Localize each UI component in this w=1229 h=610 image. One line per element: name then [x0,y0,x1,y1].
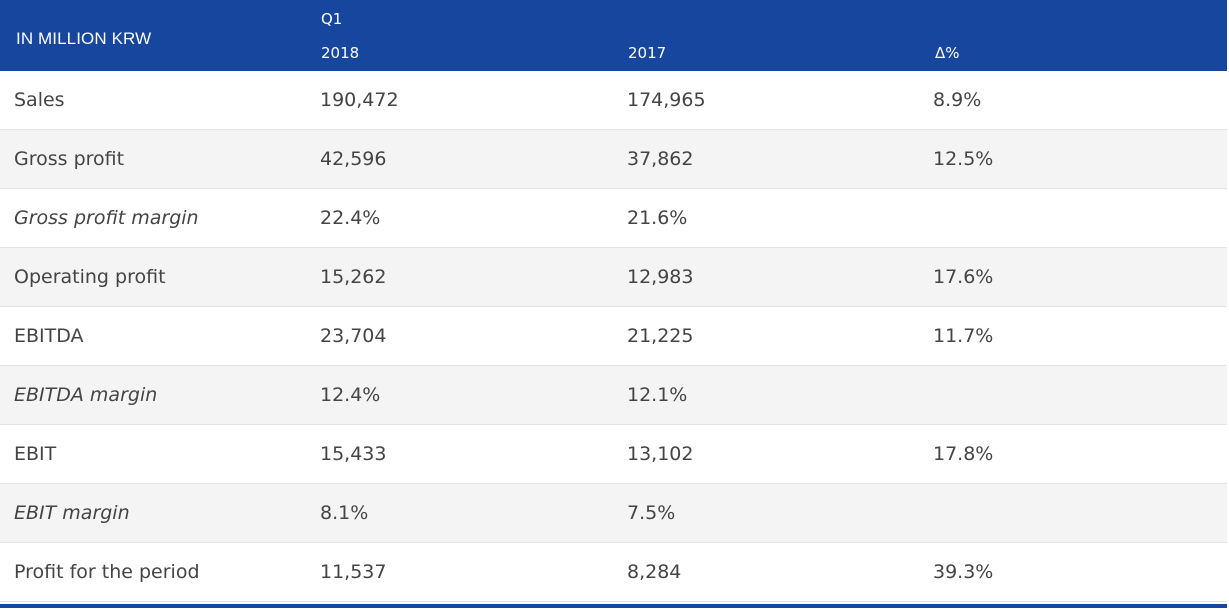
cell-2017: 37,862 [627,148,694,170]
row-label: Sales [14,89,65,111]
cell-2018: 8.1% [320,502,369,524]
row-label: EBITDA [14,325,84,347]
cell-2018: 11,537 [320,561,387,583]
cell-2018: 15,262 [320,266,387,288]
cell-2018: 23,704 [320,325,387,347]
cell-2017: 13,102 [627,443,694,465]
cell-2018: 22.4% [320,207,381,229]
table-row: EBIT 15,433 13,102 17.8% [0,425,1227,484]
header-col-2017: 2017 [628,44,667,62]
cell-2017: 21,225 [627,325,694,347]
header-unit-label: IN MILLION KRW [16,29,152,48]
cell-2018: 12.4% [320,384,381,406]
cell-2017: 8,284 [627,561,682,583]
cell-2018: 15,433 [320,443,387,465]
table-row: EBIT margin 8.1% 7.5% [0,484,1227,543]
cell-2017: 7.5% [627,502,676,524]
row-label: Gross profit [14,148,125,170]
cell-delta: 39.3% [933,561,994,583]
table-row: EBITDA margin 12.4% 12.1% [0,366,1227,425]
cell-2017: 12.1% [627,384,688,406]
table-row: Gross profit 42,596 37,862 12.5% [0,130,1227,189]
table-row: Sales 190,472 174,965 8.9% [0,71,1227,130]
row-label: Profit for the period [14,561,200,583]
cell-delta: 17.8% [933,443,994,465]
header-period: Q1 [321,10,343,28]
table-row: Gross profit margin 22.4% 21.6% [0,189,1227,248]
cell-delta: 8.9% [933,89,982,111]
cell-delta: 17.6% [933,266,994,288]
row-label: Operating profit [14,266,166,288]
table-body: Sales 190,472 174,965 8.9% Gross profit … [0,71,1227,602]
cell-delta: 12.5% [933,148,994,170]
table-row: Profit for the period 11,537 8,284 39.3% [0,543,1227,602]
table-row: Operating profit 15,262 12,983 17.6% [0,248,1227,307]
row-label: EBITDA margin [14,384,158,406]
row-label: Gross profit margin [14,207,199,229]
cell-2018: 190,472 [320,89,399,111]
header-col-2018: 2018 [321,44,360,62]
cell-2017: 21.6% [627,207,688,229]
cell-2017: 174,965 [627,89,706,111]
header-col-delta: Δ% [935,44,960,62]
cell-2018: 42,596 [320,148,387,170]
row-label: EBIT [14,443,57,465]
table-row: EBITDA 23,704 21,225 11.7% [0,307,1227,366]
cell-delta: 11.7% [933,325,994,347]
cell-2017: 12,983 [627,266,694,288]
table-header: IN MILLION KRW Q1 2018 2017 Δ% [0,0,1227,71]
row-label: EBIT margin [14,502,130,524]
